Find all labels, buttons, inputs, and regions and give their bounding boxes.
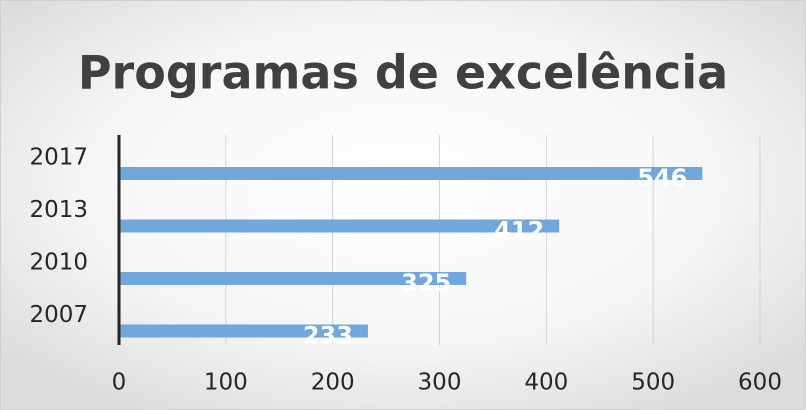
y-tick-label: 2010	[29, 250, 88, 276]
y-tick-label: 2017	[29, 145, 88, 171]
x-tick-label: 500	[631, 370, 675, 396]
x-tick-label: 100	[204, 370, 248, 396]
chart-title: Programas de excelência	[78, 46, 728, 100]
data-label: 546	[637, 164, 687, 192]
x-tick-label: 300	[418, 370, 462, 396]
data-label: 412	[494, 217, 544, 245]
data-label: 325	[401, 269, 451, 297]
y-tick-label: 2007	[29, 302, 88, 328]
x-tick-label: 200	[311, 370, 355, 396]
bar	[119, 324, 368, 338]
y-tick-label: 2013	[29, 197, 88, 223]
bar	[119, 167, 703, 180]
x-tick-label: 600	[738, 370, 782, 396]
bar	[119, 272, 467, 285]
x-tick-label: 400	[524, 370, 568, 396]
x-tick-label: 0	[112, 370, 127, 396]
data-label: 233	[303, 322, 353, 350]
bar	[119, 219, 560, 233]
